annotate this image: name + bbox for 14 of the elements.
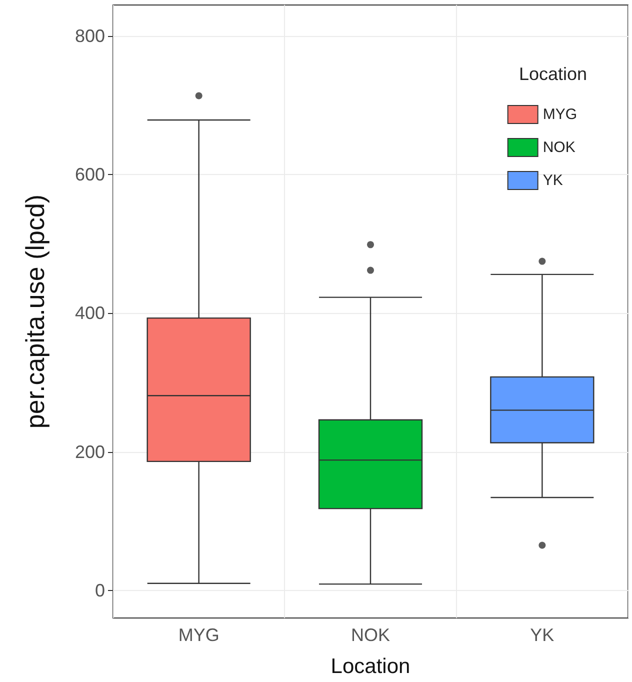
x-tick-label: NOK (350, 625, 390, 645)
y-tick-label: 600 (74, 164, 105, 185)
y-tick-label: 200 (74, 442, 105, 462)
x-axis-title: Location (330, 655, 410, 678)
legend-label: NOK (542, 139, 576, 156)
legend-label: YK (542, 172, 563, 189)
y-axis-title: per.capita.use (lpcd) (20, 194, 50, 429)
y-tick-label: 400 (74, 303, 105, 324)
x-tick-label: YK (530, 625, 554, 645)
y-tick-label: 0 (94, 580, 105, 600)
legend-title: Location (518, 64, 588, 84)
x-tick-label: MYG (178, 625, 220, 645)
y-tick-label: 800 (74, 26, 105, 46)
legend-label: MYG (542, 106, 578, 123)
